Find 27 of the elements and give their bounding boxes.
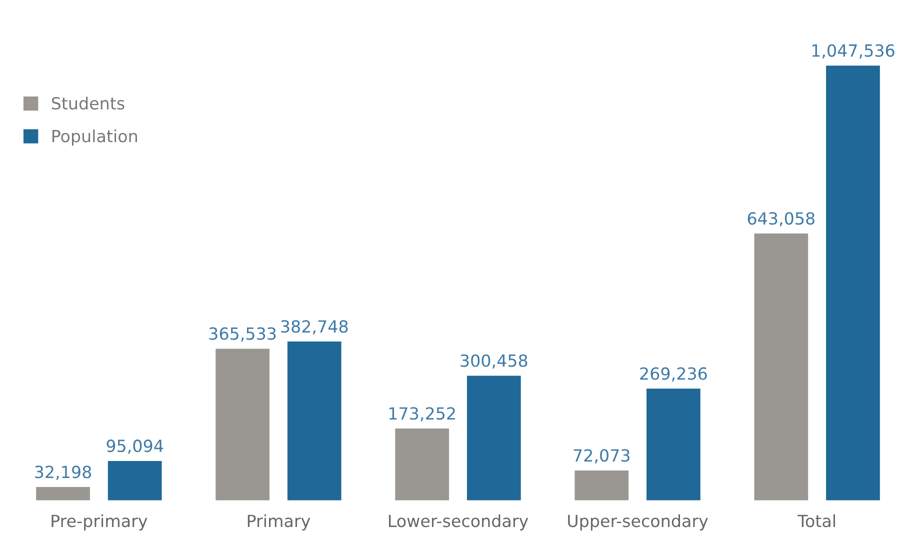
data-label: 173,252 [389, 407, 455, 422]
data-label: 1,047,536 [812, 44, 894, 59]
bar [108, 460, 162, 500]
x-tick-label: Primary [248, 514, 310, 530]
legend-label: Students [52, 96, 124, 110]
data-label: 365,533 [209, 327, 276, 342]
data-label: 32,198 [35, 466, 92, 480]
bar [826, 66, 880, 500]
bar [646, 388, 700, 500]
bar [395, 428, 450, 500]
bar [216, 348, 270, 500]
data-label: 269,236 [640, 367, 707, 382]
legend-label: Population [52, 129, 137, 146]
bar [36, 487, 90, 500]
x-tick-label: Pre-primary [52, 514, 148, 530]
bar [754, 234, 808, 500]
data-label: 300,458 [460, 354, 528, 369]
bar [287, 342, 342, 500]
x-tick-label: Lower-secondary [389, 514, 528, 530]
data-label: 643,058 [748, 212, 814, 226]
x-tick-label: Total [798, 514, 835, 528]
bar [574, 470, 629, 500]
bar [466, 376, 521, 500]
x-tick-label: Upper-secondary [568, 514, 708, 530]
data-label: 95,094 [106, 440, 164, 454]
data-label: 72,073 [574, 449, 630, 464]
data-label: 382,748 [281, 320, 348, 334]
